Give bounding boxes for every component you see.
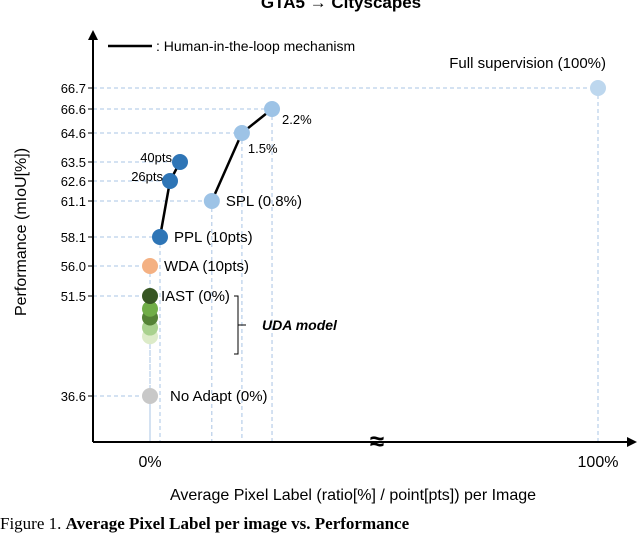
y-tick-label: 61.1 (61, 194, 86, 209)
figure-caption: Figure 1. Average Pixel Label per image … (0, 512, 640, 533)
y-tick-label: 36.6 (61, 389, 86, 404)
data-point (152, 229, 168, 245)
y-axis-arrow (88, 30, 98, 40)
y-tick-label: 58.1 (61, 230, 86, 245)
point-label: No Adapt (0%) (170, 388, 268, 405)
data-point (142, 388, 158, 404)
y-axis-title: Performance (mIoU[%]) (13, 148, 30, 316)
point-label: IAST (0%) (161, 288, 230, 305)
y-tick-label: 56.0 (61, 259, 86, 274)
point-labels: No Adapt (0%) IAST (0%) WDA (10pts) PPL (10… (131, 55, 606, 405)
uda-model-label: UDA model (262, 317, 338, 333)
y-tick-label: 66.6 (61, 102, 86, 117)
point-label: 26pts (131, 169, 163, 184)
x-tick-labels: 0% 100% (138, 454, 618, 471)
caption-text: Average Pixel Label per image vs. Perfor… (65, 514, 410, 533)
uda-bracket-line (234, 295, 246, 355)
y-tick-label: 66.7 (61, 81, 86, 96)
series-lines (158, 108, 273, 238)
data-point (162, 173, 178, 189)
chart-title: GTA5 → Cityscapes (261, 0, 421, 12)
data-point (142, 258, 158, 274)
y-tick-label: 64.6 (61, 126, 86, 141)
x-tick-label: 0% (138, 454, 161, 471)
data-point (203, 193, 220, 209)
y-tick-label: 62.6 (61, 174, 86, 189)
y-tick-label: 51.5 (61, 289, 86, 304)
data-point (142, 300, 158, 317)
point-label: PPL (10pts) (174, 229, 253, 246)
y-tick-label: 63.5 (61, 155, 86, 170)
data-point (233, 125, 250, 141)
data-point (590, 80, 606, 96)
x-tick-label: 100% (578, 454, 619, 471)
caption-prefix: Figure 1. (0, 514, 62, 533)
legend-label: : Human-in-the-loop mechanism (156, 38, 355, 54)
data-point (142, 288, 158, 304)
y-tick-labels: 36.6 51.5 56.0 58.1 61.1 62.6 63.5 64.6 66.6 66.7 (61, 81, 93, 404)
axis-break-symbol: ≈ (370, 426, 384, 456)
x-axis-title: Average Pixel Label (ratio[%] / point[pt… (170, 487, 536, 504)
point-label: 2.2% (282, 112, 312, 127)
point-label: 40pts (140, 150, 172, 165)
data-point (172, 154, 188, 170)
point-label: SPL (0.8%) (226, 193, 302, 210)
uda-bracket (234, 295, 246, 355)
x-axis-arrow (627, 437, 637, 447)
guide-lines (93, 87, 599, 442)
data-point (264, 101, 281, 117)
point-label: 1.5% (248, 141, 278, 156)
data-points (142, 80, 606, 404)
point-label: WDA (10pts) (164, 258, 249, 275)
point-label: Full supervision (100%) (449, 55, 606, 72)
